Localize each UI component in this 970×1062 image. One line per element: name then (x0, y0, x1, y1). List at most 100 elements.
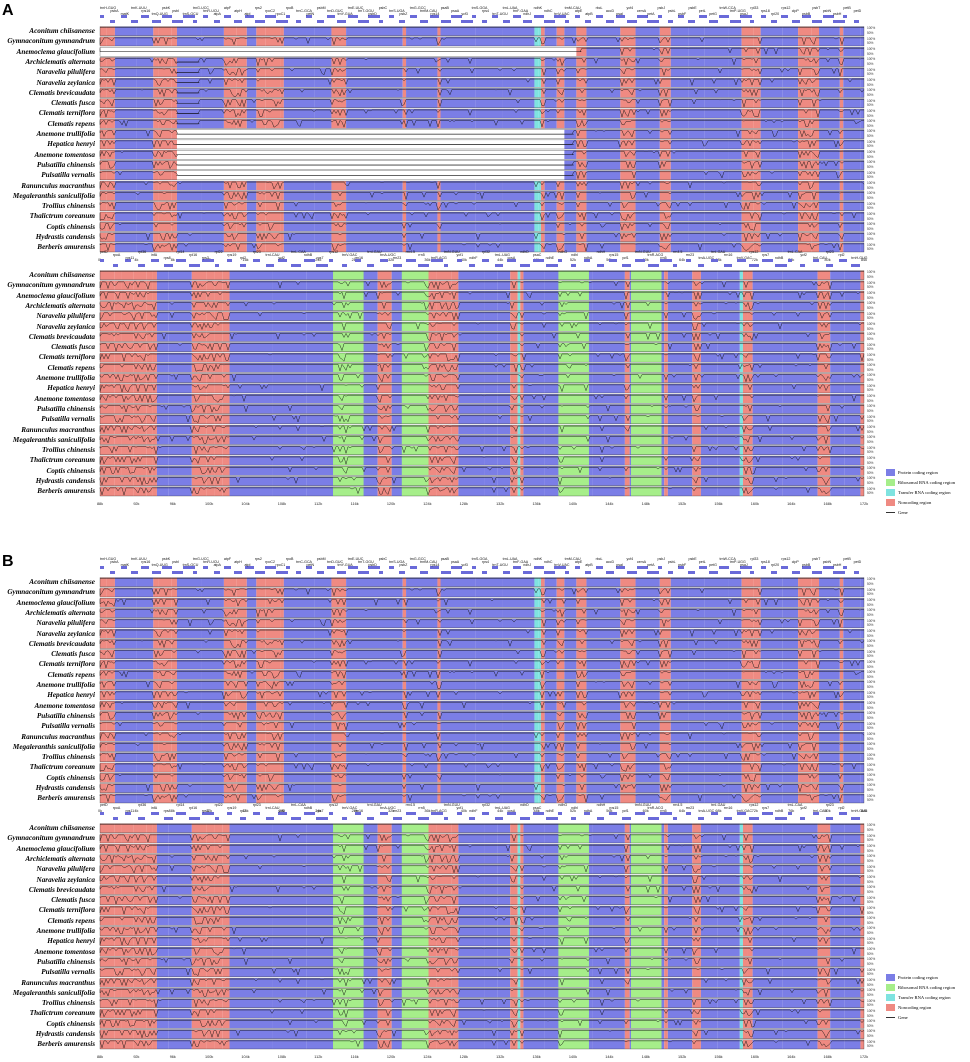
region-protein (592, 404, 625, 413)
species-track (100, 37, 864, 46)
region-noncoding (451, 271, 458, 280)
region-protein (586, 27, 620, 36)
region-protein (753, 834, 783, 843)
region-protein (819, 578, 840, 587)
identity-percent-label: 50% (867, 165, 873, 169)
region-protein (860, 629, 864, 638)
region-protein (671, 57, 688, 66)
region-noncoding (557, 88, 565, 97)
gene-label: rps12 (781, 557, 790, 561)
region-protein (586, 732, 620, 741)
region-noncoding (840, 578, 843, 587)
gene-arrow (495, 264, 503, 267)
region-protein (717, 875, 740, 884)
region-protein (688, 753, 704, 762)
region-protein (137, 222, 154, 231)
region-noncoding (266, 763, 281, 772)
region-protein (688, 27, 704, 36)
region-noncoding (158, 57, 171, 66)
identity-percent-label: 50% (867, 450, 873, 454)
region-protein (475, 202, 502, 211)
region-protein (523, 404, 544, 413)
region-noncoding (107, 68, 115, 77)
region-noncoding (224, 753, 237, 762)
region-noncoding (747, 271, 752, 280)
region-protein (523, 456, 544, 465)
region-noncoding (860, 446, 864, 455)
gene-arrow (546, 264, 558, 267)
region-rrna (333, 343, 364, 352)
region-noncoding (147, 343, 153, 352)
gene-arrow (699, 15, 707, 18)
region-noncoding (753, 578, 760, 587)
gene-arrow (418, 817, 429, 820)
region-protein (247, 639, 257, 648)
region-rrna (402, 885, 429, 894)
region-protein (177, 233, 202, 242)
species-name: Coptis chinensis (46, 467, 95, 475)
region-noncoding (331, 691, 346, 700)
region-noncoding (192, 301, 207, 310)
region-protein (592, 466, 625, 475)
species-name: Anemone trullifolia (36, 130, 95, 138)
region-protein (668, 456, 692, 465)
region-noncoding (192, 927, 207, 936)
region-protein (671, 598, 688, 607)
identity-percent-label: 100% (867, 150, 875, 154)
region-noncoding (437, 660, 440, 669)
region-protein (177, 222, 202, 231)
region-protein (115, 109, 137, 118)
region-protein (671, 650, 688, 659)
region-noncoding (100, 415, 114, 424)
identity-percent-label: 50% (867, 285, 873, 289)
region-noncoding (378, 271, 392, 280)
region-protein (230, 824, 259, 833)
region-protein (717, 885, 740, 894)
species-track (100, 456, 864, 465)
region-protein (753, 446, 783, 455)
gene-arrow (227, 812, 232, 815)
region-noncoding (798, 78, 812, 87)
region-protein (830, 363, 844, 372)
region-noncoding (437, 794, 440, 803)
region-noncoding (510, 291, 517, 300)
region-noncoding (107, 171, 115, 180)
gene-arrow (151, 812, 159, 815)
region-protein (177, 578, 202, 587)
region-protein (860, 619, 864, 628)
region-noncoding (171, 212, 177, 221)
region-protein (701, 415, 717, 424)
region-protein (284, 722, 315, 731)
region-protein (484, 353, 497, 362)
region-protein (830, 394, 844, 403)
region-protein (475, 629, 502, 638)
gene-label: rps11 (125, 256, 134, 260)
gene-arrow (286, 566, 290, 569)
region-protein (258, 353, 272, 362)
region-protein (346, 181, 382, 190)
region-noncoding (753, 763, 760, 772)
region-noncoding (378, 875, 392, 884)
region-protein (753, 332, 783, 341)
region-noncoding (620, 650, 635, 659)
region-noncoding (660, 171, 671, 180)
region-noncoding (256, 722, 265, 731)
region-trna (518, 906, 521, 915)
region-protein (406, 753, 437, 762)
gene-arrow (749, 264, 759, 267)
region-protein (545, 598, 557, 607)
region-protein (688, 670, 704, 679)
region-protein (830, 353, 844, 362)
region-protein (783, 37, 798, 46)
species-name: Clematis brevicaudata (29, 640, 95, 648)
region-noncoding (171, 578, 177, 587)
region-trna (518, 291, 521, 300)
region-noncoding (798, 629, 812, 638)
species-track (100, 68, 864, 77)
region-noncoding (541, 202, 545, 211)
region-noncoding (256, 119, 265, 128)
region-rrna (558, 394, 589, 403)
region-noncoding (510, 415, 517, 424)
region-noncoding (437, 608, 440, 617)
region-protein (783, 844, 818, 853)
